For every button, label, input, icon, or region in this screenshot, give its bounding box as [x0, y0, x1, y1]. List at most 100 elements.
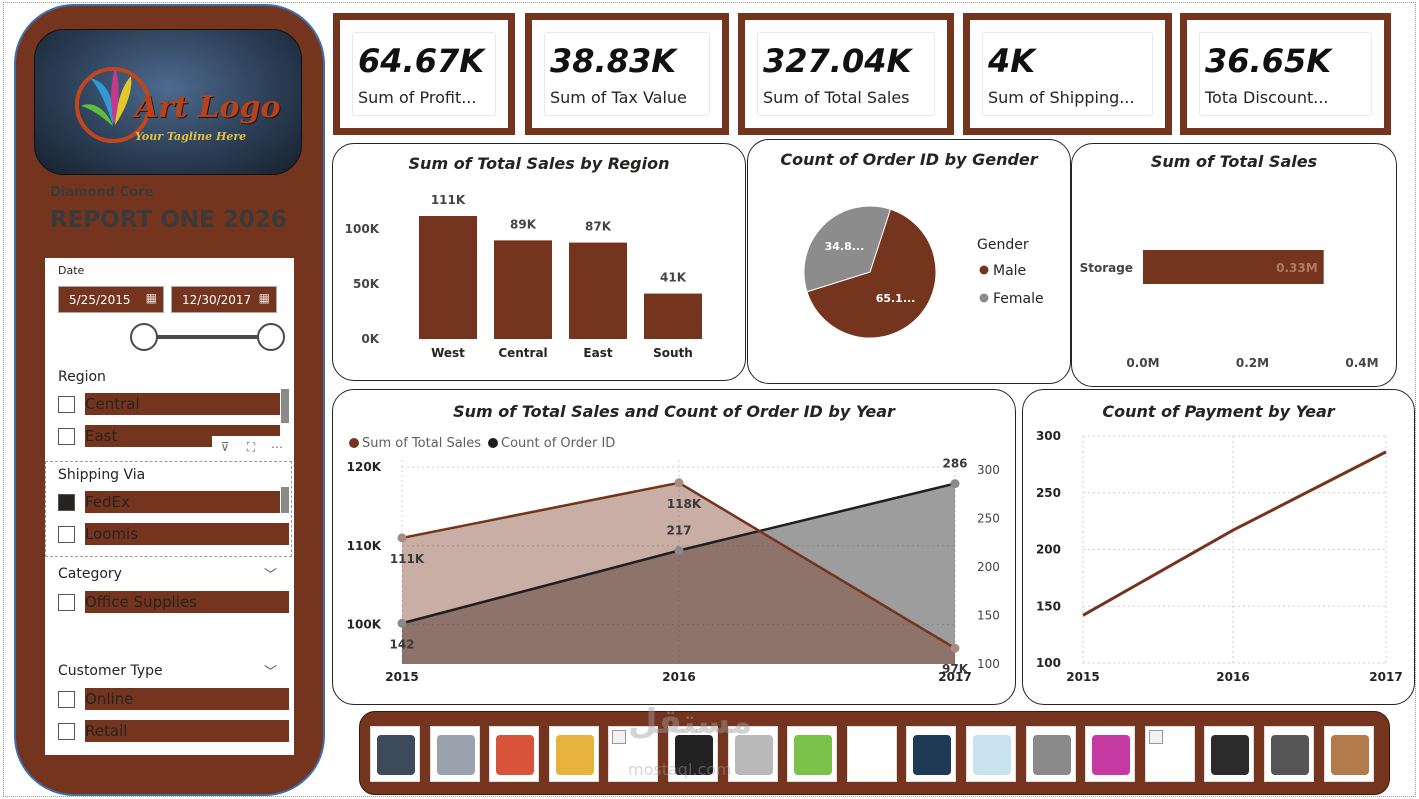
chevron-down-icon[interactable]: ﹀ — [264, 568, 278, 583]
chart-title: Count of Payment by Year — [1102, 402, 1335, 421]
y-left-tick-label: 110K — [347, 539, 382, 553]
checkbox[interactable] — [58, 396, 75, 413]
desk-supplies-icon — [1271, 735, 1309, 775]
date-start-input[interactable]: 5/25/2015 ▦ — [58, 286, 164, 313]
data-label: 89K — [510, 217, 537, 231]
checkbox-checked[interactable] — [58, 494, 75, 511]
region-option-central[interactable]: Central — [58, 393, 280, 415]
product-thumbnail[interactable] — [668, 726, 718, 782]
kpi-inner — [757, 32, 935, 116]
data-point — [397, 618, 407, 628]
calendar-icon[interactable]: ▦ — [145, 291, 157, 305]
yearly-area-plot: 111K 118K 97K 142 217 286 100K 110K 120K 100 150 20… — [347, 436, 1000, 684]
product-thumbnail[interactable] — [906, 726, 957, 782]
y-tick-label: 250 — [1036, 486, 1061, 500]
product-thumbnail[interactable] — [429, 726, 480, 782]
y-tick-label: 200 — [1036, 543, 1061, 557]
kpi-inner — [1199, 32, 1372, 116]
option-label: Central — [85, 393, 280, 415]
customer-option-retail[interactable]: Retail — [58, 720, 290, 742]
region-scrollbar[interactable] — [281, 389, 289, 423]
category-option-office-supplies[interactable]: Office Supplies — [58, 591, 290, 613]
canvas-frame — [3, 2, 1416, 797]
date-range-start-handle[interactable] — [130, 323, 158, 351]
product-thumbnail[interactable] — [787, 726, 838, 782]
date-range-track[interactable] — [144, 335, 271, 339]
kpi-value: 64.67K — [358, 42, 485, 80]
category-bar-plot: 0.33M Storage 0.0M 0.2M 0.4M — [1080, 250, 1379, 370]
x-tick-label: 2017 — [938, 670, 971, 684]
kpi-card-shipping[interactable]: 4K Sum of Shipping... — [963, 13, 1172, 135]
paperclip-icon — [853, 735, 892, 775]
y-right-tick-label: 150 — [977, 609, 1000, 623]
product-thumbnail[interactable] — [846, 726, 897, 782]
logo-mark — [75, 67, 151, 143]
payment-by-year-chart[interactable]: Count of Payment by Year 100 150 200 250 300… — [1022, 389, 1415, 705]
y-left-tick-label: 100K — [347, 618, 382, 632]
logo: Art Logo Your Tagline Here — [34, 29, 302, 175]
data-point — [950, 479, 960, 489]
kpi-card-discount[interactable]: 36.65K Tota Discount... — [1180, 13, 1391, 135]
y-tick-label: 300 — [1036, 429, 1061, 443]
category-sales-chart[interactable]: Sum of Total Sales 0.33M Storage 0.0M 0.2M 0… — [1071, 143, 1397, 387]
product-thumbnail[interactable] — [966, 726, 1016, 782]
visual-toolbar: ⊽ ⛶ ⋯ — [212, 436, 292, 458]
product-thumbnail[interactable] — [1085, 726, 1136, 782]
calendar-icon[interactable]: ▦ — [258, 291, 270, 305]
appliances-icon — [377, 735, 415, 775]
pie-slice — [806, 208, 937, 339]
more-options-icon[interactable]: ⋯ — [271, 440, 283, 454]
data-label: 65.1... — [876, 292, 916, 305]
y-tick-label: Storage — [1080, 261, 1133, 275]
kpi-label: Tota Discount... — [1205, 88, 1329, 107]
fridge-icon — [436, 735, 475, 775]
product-thumbnail[interactable] — [489, 726, 540, 782]
product-thumbnail[interactable] — [370, 726, 420, 782]
checkbox[interactable] — [58, 723, 75, 740]
kpi-value: 38.83K — [550, 42, 677, 80]
bar — [1143, 250, 1324, 284]
chart-title: Sum of Total Sales by Region — [408, 154, 670, 173]
region-sales-chart[interactable]: Sum of Total Sales by Region 0K 50K 100K 11… — [332, 143, 746, 381]
product-thumbnail[interactable] — [1204, 726, 1255, 782]
filter-icon[interactable]: ⊽ — [220, 440, 230, 454]
checkbox[interactable] — [58, 594, 75, 611]
kpi-card-tax[interactable]: 38.83K Sum of Tax Value — [525, 13, 729, 135]
focus-mode-icon[interactable]: ⛶ — [246, 440, 256, 454]
copier-icon — [734, 735, 773, 775]
shipping-scrollbar[interactable] — [281, 487, 289, 513]
chair-icon — [675, 735, 713, 775]
yearly-sales-orders-chart[interactable]: Sum of Total Sales and Count of Order ID… — [332, 389, 1016, 705]
y-right-tick-label: 200 — [977, 560, 1000, 574]
data-label: 286 — [942, 457, 967, 471]
checkbox[interactable] — [58, 526, 75, 543]
option-label: FedEx — [85, 491, 280, 513]
product-thumbnail[interactable] — [1025, 726, 1076, 782]
x-tick-label: 0.2M — [1236, 356, 1269, 370]
shipping-option-loomis[interactable]: Loomis — [58, 523, 290, 545]
product-thumbnail[interactable] — [1144, 726, 1195, 782]
chevron-down-icon[interactable]: ﹀ — [264, 665, 278, 680]
kpi-card-profit[interactable]: 64.67K Sum of Profit... — [333, 13, 515, 135]
data-label: 41K — [660, 271, 687, 285]
date-end-input[interactable]: 12/30/2017 ▦ — [171, 286, 277, 313]
option-label: Office Supplies — [85, 591, 289, 613]
legend-label: Sum of Total Sales — [362, 436, 481, 451]
x-tick-label: 2016 — [662, 670, 695, 684]
date-range-end-handle[interactable] — [257, 323, 285, 351]
y-tick-label: 150 — [1036, 599, 1061, 613]
product-thumbnail[interactable] — [608, 726, 659, 782]
product-thumbnail[interactable] — [1323, 726, 1374, 782]
customer-option-online[interactable]: Online — [58, 688, 290, 710]
bar — [644, 293, 702, 339]
shipping-option-fedex[interactable]: FedEx — [58, 491, 280, 513]
checkbox[interactable] — [58, 691, 75, 708]
product-thumbnail[interactable] — [548, 726, 599, 782]
kpi-card-total-sales[interactable]: 327.04K Sum of Total Sales — [738, 13, 954, 135]
legend-marker — [488, 438, 498, 448]
product-thumbnail[interactable] — [1264, 726, 1314, 782]
checkbox[interactable] — [58, 428, 75, 445]
product-thumbnail[interactable] — [727, 726, 778, 782]
watermark: مستقل — [628, 702, 753, 742]
gender-orders-chart[interactable]: Count of Order ID by Gender 65.1... 34.8.… — [747, 139, 1071, 384]
